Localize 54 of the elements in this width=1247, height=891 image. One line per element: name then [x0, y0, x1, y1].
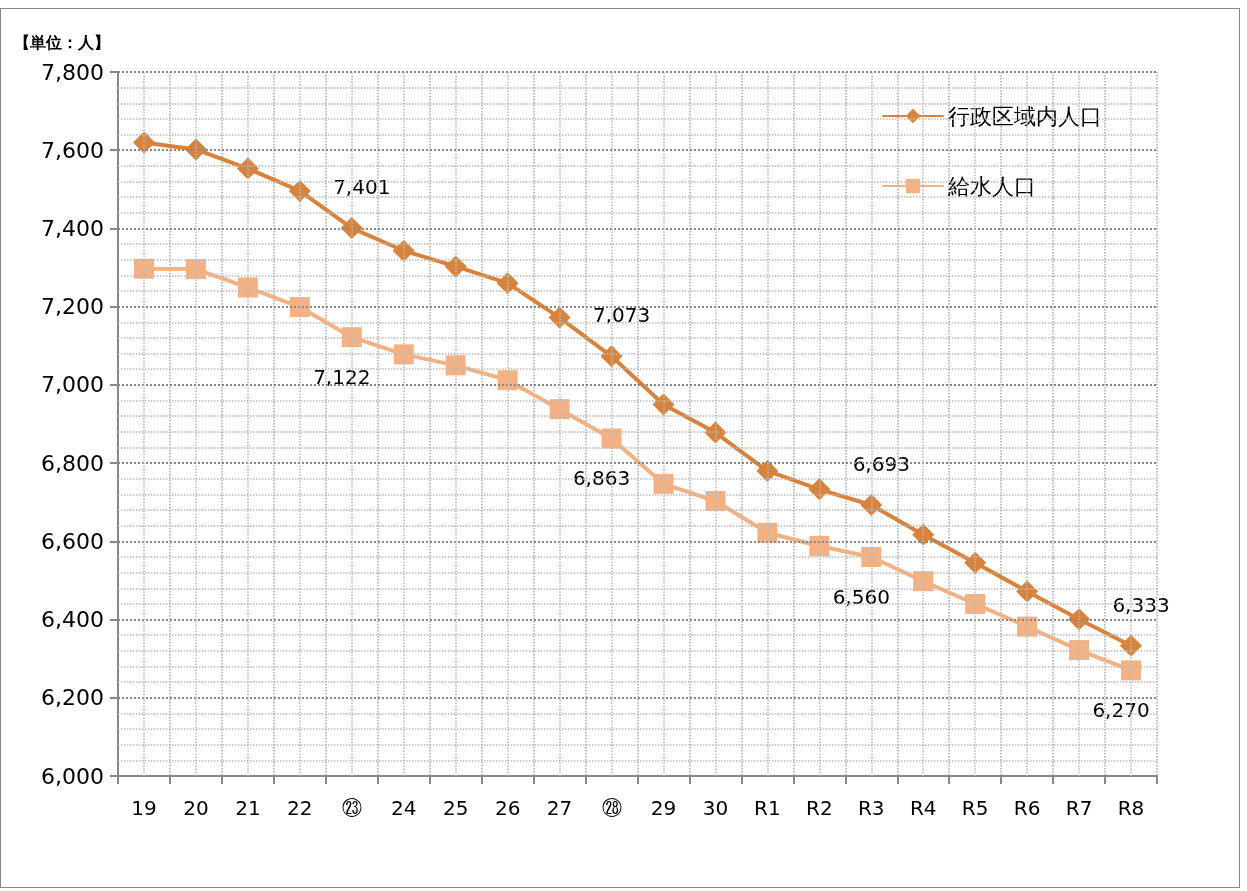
point	[809, 536, 830, 557]
y-tick-label: 6,000	[41, 763, 104, 789]
x-tick-label: ㉓	[341, 796, 362, 820]
y-tick-label: 7,200	[41, 294, 104, 320]
point	[756, 459, 779, 482]
x-tick-label: 26	[494, 796, 521, 820]
x-tick-label: 29	[650, 796, 677, 820]
y-tick-label: 6,600	[41, 528, 104, 554]
x-tick-label: R2	[806, 796, 833, 820]
point	[289, 297, 310, 318]
x-tick-label: R5	[961, 796, 989, 820]
data-label: 7,122	[313, 365, 371, 390]
x-tick-label: R3	[857, 796, 885, 820]
x-tick-label: R8	[1117, 796, 1145, 820]
x-tick-label: R1	[754, 796, 781, 820]
data-label: 7,073	[592, 303, 651, 328]
x-tick-label: R4	[909, 796, 937, 820]
x-tick-label: 20	[183, 796, 209, 820]
point	[861, 546, 882, 567]
legend-label: 給水人口	[947, 173, 1036, 199]
x-tick-label: 22	[287, 796, 313, 820]
data-label: 6,863	[572, 466, 631, 491]
point	[237, 277, 258, 298]
y-tick-label: 7,800	[41, 59, 104, 85]
point	[341, 327, 362, 348]
x-tick-label: 30	[702, 796, 729, 820]
y-tick-label: 7,400	[41, 215, 104, 241]
legend-label: 行政区域内人口	[948, 103, 1102, 129]
y-tick-label: 6,800	[41, 450, 104, 476]
y-tick-label: 6,400	[41, 607, 104, 633]
point	[912, 523, 935, 546]
x-tick-label: 24	[391, 796, 417, 820]
x-tick-label: R7	[1065, 796, 1093, 820]
y-tick-label: 7,000	[41, 372, 104, 398]
data-label: 6,270	[1092, 698, 1150, 723]
x-tick-label: R6	[1013, 796, 1041, 820]
point	[497, 370, 518, 391]
x-tick-label: 27	[546, 796, 573, 820]
point	[445, 355, 466, 376]
point	[393, 344, 414, 365]
data-label: 6,560	[832, 584, 890, 609]
y-axis-title: 【単位：人】	[14, 32, 110, 52]
x-tick-label: 25	[442, 796, 469, 820]
point	[965, 593, 986, 614]
data-label: 6,333	[1112, 592, 1170, 617]
point	[653, 473, 674, 494]
data-label: 7,401	[333, 175, 391, 200]
point	[1069, 640, 1090, 661]
y-tick-label: 7,600	[41, 137, 104, 163]
point	[1121, 660, 1142, 681]
x-tick-label: ㉘	[601, 796, 622, 820]
x-tick-label: 21	[235, 796, 261, 820]
x-tick-label: 19	[131, 796, 157, 820]
y-tick-label: 6,200	[41, 685, 104, 711]
